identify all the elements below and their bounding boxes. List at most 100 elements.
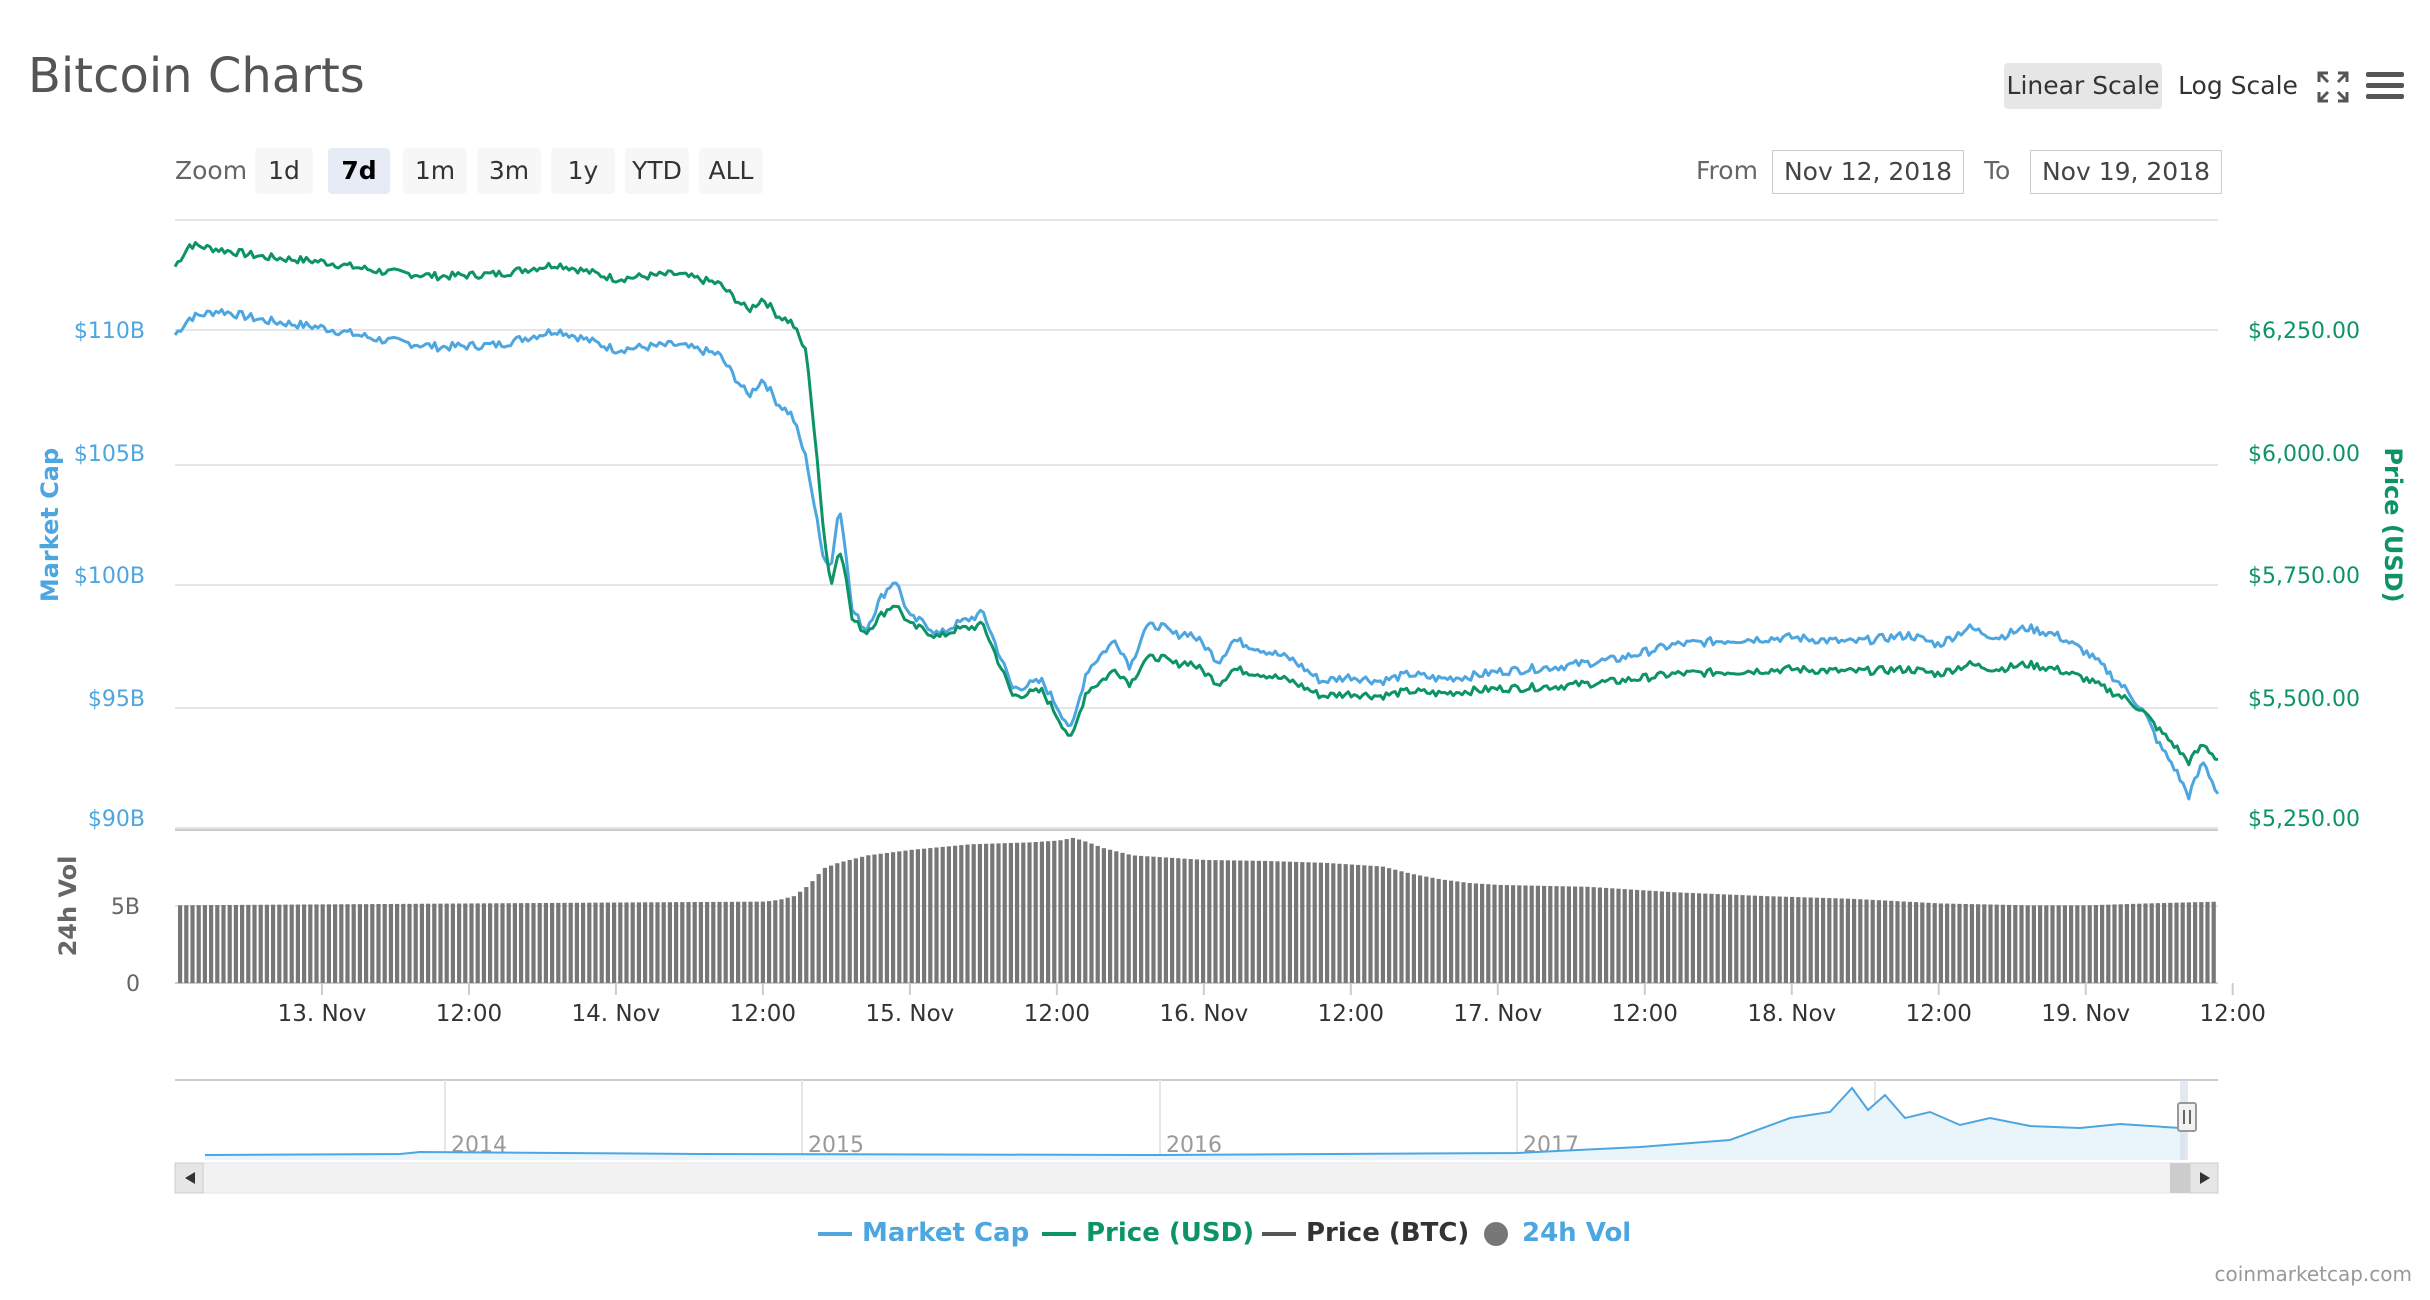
volume-bar bbox=[1579, 886, 1584, 983]
zoom-all-button[interactable]: ALL bbox=[699, 148, 763, 194]
volume-bar bbox=[1616, 888, 1621, 983]
volume-bar bbox=[1783, 896, 1788, 983]
zoom-7d-button[interactable]: 7d bbox=[328, 148, 390, 194]
volume-bar bbox=[308, 904, 313, 983]
to-date-input[interactable]: Nov 19, 2018 bbox=[2030, 150, 2222, 194]
volume-bar bbox=[860, 856, 865, 983]
log-scale-button[interactable]: Log Scale bbox=[2178, 71, 2298, 100]
volume-bar bbox=[2199, 902, 2204, 983]
price-tick-label: $5,250.00 bbox=[2248, 807, 2360, 832]
volume-bar bbox=[667, 902, 672, 983]
volume-bar bbox=[1697, 893, 1702, 983]
linear-scale-button[interactable]: Linear Scale bbox=[2004, 63, 2162, 109]
zoom-1m-button[interactable]: 1m bbox=[403, 148, 467, 194]
volume-bar bbox=[1219, 860, 1224, 983]
volume-bar bbox=[506, 903, 511, 983]
volume-bar bbox=[289, 904, 294, 983]
x-tick-label: 17. Nov bbox=[1453, 1001, 1542, 1027]
from-date-input[interactable]: Nov 12, 2018 bbox=[1772, 150, 1964, 194]
volume-bar bbox=[1021, 842, 1026, 983]
volume-bar bbox=[841, 861, 846, 983]
volume-bar bbox=[996, 843, 1001, 983]
legend-item-price-usd[interactable]: Price (USD) bbox=[1042, 1218, 1254, 1248]
price-usd-line[interactable] bbox=[173, 241, 2219, 767]
volume-bar bbox=[1337, 863, 1342, 983]
legend-item-24h-vol[interactable]: 24h Vol bbox=[1484, 1218, 1631, 1248]
volume-bar bbox=[1926, 902, 1931, 983]
scrollbar-track[interactable] bbox=[174, 1162, 2219, 1194]
volume-bar bbox=[1256, 860, 1261, 983]
volume-bar bbox=[1418, 875, 1423, 983]
volume-bar bbox=[382, 903, 387, 983]
volume-bar bbox=[1232, 860, 1237, 983]
volume-bar bbox=[1752, 895, 1757, 983]
volume-bar bbox=[1188, 859, 1193, 983]
volume-bar bbox=[2013, 905, 2018, 983]
scrollbar-thumb[interactable] bbox=[2170, 1163, 2190, 1193]
volume-bar bbox=[649, 902, 654, 983]
x-tick-label: 12:00 bbox=[436, 1001, 502, 1027]
navigator-handle[interactable] bbox=[2177, 1102, 2197, 1132]
volume-bar bbox=[469, 903, 474, 983]
volume-bar bbox=[705, 901, 710, 983]
menu-icon[interactable] bbox=[2366, 70, 2404, 102]
zoom-3m-button[interactable]: 3m bbox=[477, 148, 541, 194]
volume-bar bbox=[1089, 843, 1094, 983]
credits-link[interactable]: coinmarketcap.com bbox=[2214, 1262, 2412, 1286]
zoom-1d-button[interactable]: 1d bbox=[255, 148, 313, 194]
zoom-1y-button[interactable]: 1y bbox=[551, 148, 615, 194]
volume-bar bbox=[1957, 903, 1962, 983]
volume-bar bbox=[1945, 903, 1950, 983]
volume-bar bbox=[1672, 892, 1677, 983]
zoom-ytd-button[interactable]: YTD bbox=[625, 148, 689, 194]
legend-label: Price (USD) bbox=[1086, 1218, 1255, 1248]
market-cap-tick-label: $95B bbox=[88, 687, 145, 712]
volume-bar bbox=[1461, 882, 1466, 983]
volume-bar bbox=[1039, 841, 1044, 983]
volume-bar bbox=[1145, 856, 1150, 983]
volume-bar bbox=[370, 904, 375, 983]
x-tick-label: 18. Nov bbox=[1747, 1001, 1836, 1027]
volume-bar bbox=[2112, 904, 2117, 983]
volume-bar bbox=[1591, 887, 1596, 983]
volume-bar bbox=[1058, 840, 1063, 983]
volume-bar bbox=[190, 905, 195, 983]
volume-bar bbox=[1455, 881, 1460, 983]
volume-bar bbox=[798, 891, 803, 983]
volume-bar bbox=[990, 843, 995, 983]
volume-bar bbox=[1176, 858, 1181, 983]
volume-bar bbox=[1548, 886, 1553, 983]
volume-bar bbox=[1703, 893, 1708, 983]
x-tick-label: 16. Nov bbox=[1159, 1001, 1248, 1027]
volume-bar bbox=[1349, 864, 1354, 983]
volume-bar bbox=[1864, 899, 1869, 983]
volume-bar bbox=[333, 904, 338, 983]
market-cap-line[interactable] bbox=[173, 308, 2220, 801]
volume-bar bbox=[2193, 902, 2198, 983]
legend-label: 24h Vol bbox=[1522, 1218, 1632, 1248]
volume-bar bbox=[550, 902, 555, 983]
volume-bar bbox=[1095, 845, 1100, 983]
legend-item-price-btc[interactable]: Price (BTC) bbox=[1262, 1218, 1469, 1248]
volume-bar bbox=[2038, 905, 2043, 983]
volume-bar bbox=[1250, 860, 1255, 983]
volume-bar bbox=[1684, 892, 1689, 983]
volume-bar bbox=[1969, 904, 1974, 983]
volume-bar bbox=[971, 844, 976, 983]
legend-item-market-cap[interactable]: Market Cap bbox=[818, 1218, 1029, 1248]
volume-bar bbox=[1070, 837, 1075, 983]
volume-bar bbox=[1802, 897, 1807, 983]
volume-bar bbox=[1988, 904, 1993, 983]
volume-bar bbox=[1498, 884, 1503, 983]
volume-bar bbox=[1982, 904, 1987, 983]
volume-bar bbox=[1709, 893, 1714, 983]
volume-bar bbox=[277, 904, 282, 983]
volume-bar bbox=[1287, 861, 1292, 983]
volume-bar bbox=[1132, 855, 1137, 983]
volume-bar bbox=[1535, 885, 1540, 983]
fullscreen-icon[interactable] bbox=[2316, 70, 2350, 104]
volume-bar bbox=[822, 867, 827, 983]
volume-bar bbox=[853, 858, 858, 983]
navigator[interactable]: 20142015201620172018 bbox=[174, 1079, 2219, 1194]
volume-bar bbox=[295, 904, 300, 983]
